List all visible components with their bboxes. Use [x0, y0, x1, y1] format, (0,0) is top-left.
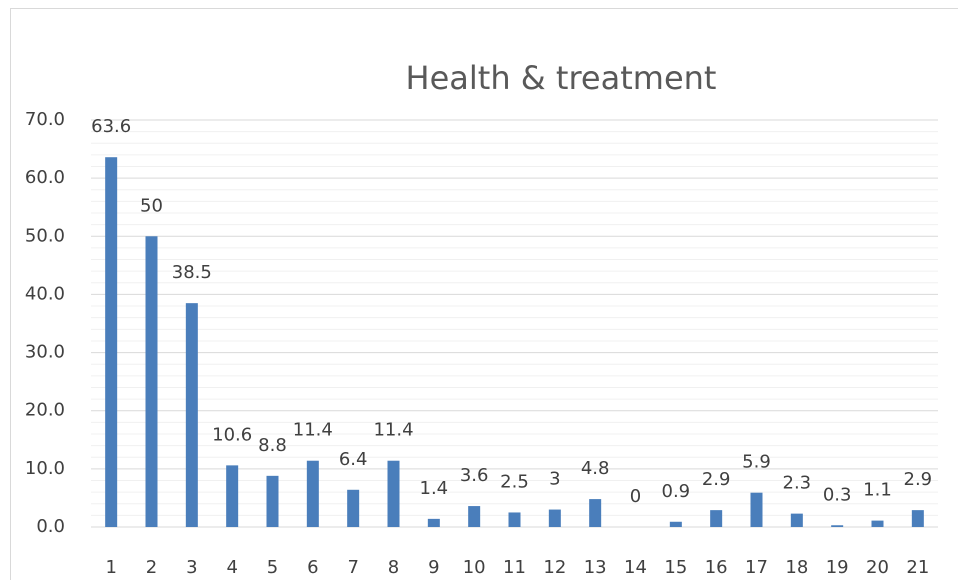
data-label: 38.5	[172, 262, 212, 283]
data-label: 2.5	[500, 471, 529, 492]
data-label: 11.4	[293, 420, 333, 441]
y-tick-label: 0.0	[36, 516, 65, 537]
bar	[911, 510, 924, 527]
bar	[185, 303, 198, 527]
data-label: 10.6	[212, 424, 252, 445]
data-label: 2.3	[783, 473, 812, 494]
x-tick-label: 17	[745, 557, 768, 578]
bar	[548, 509, 561, 527]
bar	[347, 489, 360, 527]
bar	[508, 512, 521, 527]
data-label: 11.4	[373, 420, 413, 441]
y-tick-label: 20.0	[25, 400, 65, 421]
y-tick-label: 30.0	[25, 342, 65, 363]
y-tick-label: 40.0	[25, 283, 65, 304]
data-label: 2.9	[702, 469, 731, 490]
data-label: 3	[549, 469, 560, 490]
x-tick-label: 18	[785, 557, 808, 578]
data-label: 63.6	[91, 116, 131, 137]
data-label: 1.1	[863, 480, 892, 501]
y-tick-label: 70.0	[25, 109, 65, 130]
bar	[427, 518, 440, 527]
bar	[387, 460, 400, 527]
bar	[589, 499, 602, 527]
data-label: 0.3	[823, 484, 852, 505]
bar	[790, 513, 803, 527]
data-label: 5.9	[742, 452, 771, 473]
bar	[226, 465, 239, 527]
x-tick-label: 8	[388, 557, 399, 578]
bar	[831, 525, 844, 527]
x-tick-label: 9	[428, 557, 439, 578]
x-tick-label: 7	[347, 557, 358, 578]
x-tick-label: 11	[503, 557, 526, 578]
data-label: 8.8	[258, 435, 287, 456]
x-tick-label: 16	[705, 557, 728, 578]
x-tick-label: 12	[543, 557, 566, 578]
bar	[750, 492, 763, 527]
data-label: 3.6	[460, 465, 489, 486]
x-tick-label: 3	[186, 557, 197, 578]
bar	[871, 520, 884, 527]
bar	[145, 236, 158, 528]
data-label: 1.4	[420, 478, 449, 499]
data-label: 50	[140, 195, 163, 216]
y-tick-label: 10.0	[25, 458, 65, 479]
x-tick-label: 1	[105, 557, 116, 578]
bar	[105, 157, 118, 527]
data-label: 2.9	[904, 469, 933, 490]
chart-title: Health & treatment	[406, 59, 717, 97]
data-label: 6.4	[339, 449, 368, 470]
data-label: 0.9	[662, 481, 691, 502]
x-tick-label: 10	[463, 557, 486, 578]
y-tick-label: 50.0	[25, 225, 65, 246]
x-tick-label: 14	[624, 557, 647, 578]
data-label: 4.8	[581, 458, 610, 479]
data-label: 0	[630, 486, 641, 507]
x-tick-label: 2	[146, 557, 157, 578]
x-tick-label: 15	[664, 557, 687, 578]
bar	[306, 460, 319, 527]
bar	[669, 521, 682, 527]
x-tick-label: 19	[826, 557, 849, 578]
y-tick-label: 60.0	[25, 167, 65, 188]
x-tick-label: 4	[226, 557, 237, 578]
x-tick-label: 21	[906, 557, 929, 578]
bar	[710, 510, 723, 527]
x-tick-label: 5	[267, 557, 278, 578]
x-tick-label: 13	[584, 557, 607, 578]
bar	[266, 475, 279, 527]
x-tick-label: 20	[866, 557, 889, 578]
bar	[468, 506, 481, 527]
x-tick-label: 6	[307, 557, 318, 578]
